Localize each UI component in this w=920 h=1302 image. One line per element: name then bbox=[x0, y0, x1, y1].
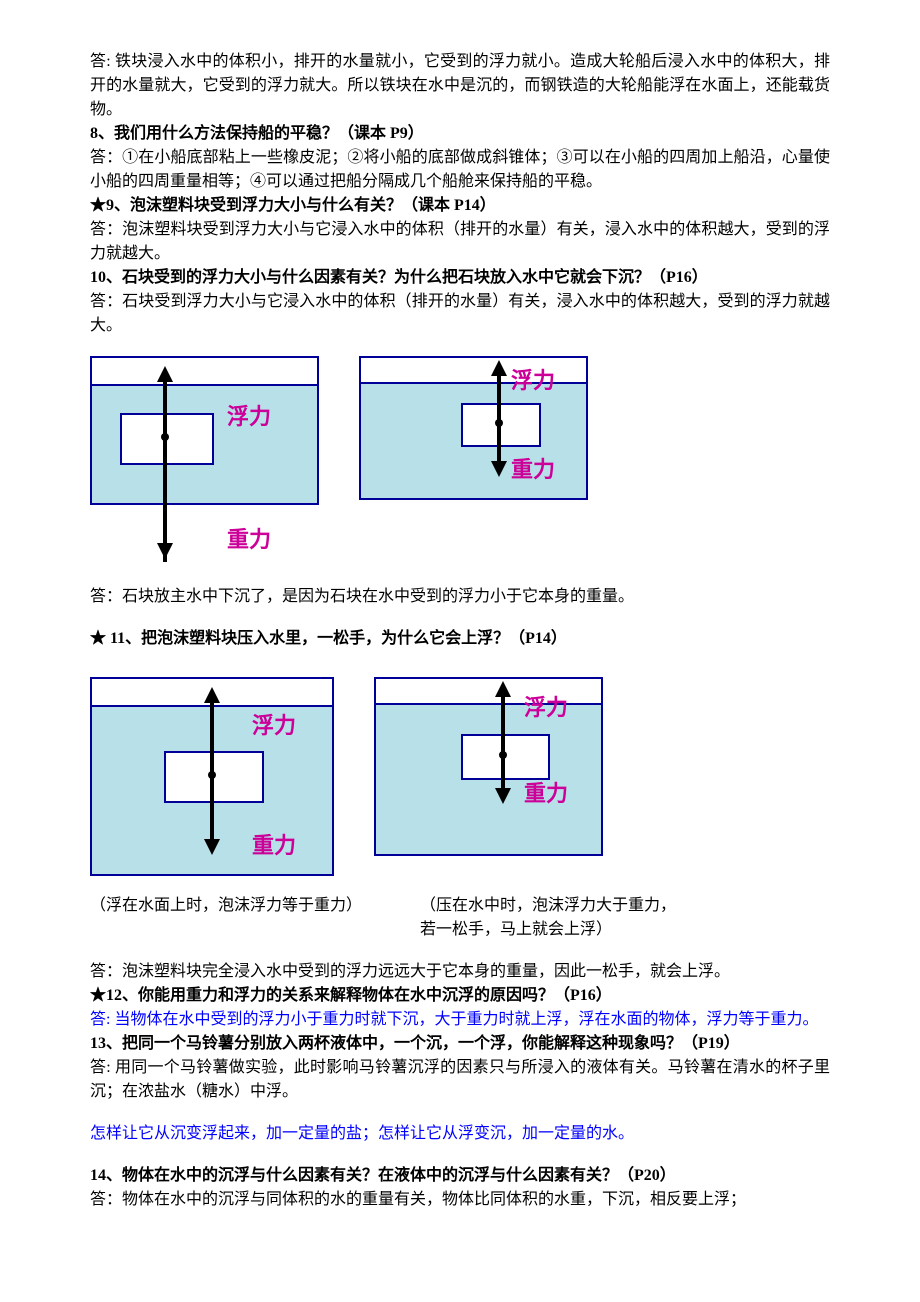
caption-right: （压在水中时，泡沫浮力大于重力， 若一松手，马上就会上浮） bbox=[420, 894, 676, 942]
q14-title: 14、物体在水中的沉浮与什么因素有关？在液体中的沉浮与什么因素有关？（P20） bbox=[90, 1164, 830, 1188]
spacer bbox=[90, 1104, 830, 1122]
arrow-up-icon bbox=[491, 360, 507, 376]
q10-conclusion: 答：石块放主水中下沉了，是因为石块在水中受到的浮力小于它本身的重量。 bbox=[90, 585, 830, 609]
center-dot bbox=[495, 419, 503, 427]
q11-title: ★ 11、把泡沫塑料块压入水里，一松手，为什么它会上浮？（P14） bbox=[90, 627, 830, 651]
arrow-down-icon bbox=[495, 788, 511, 804]
q13-extra: 怎样让它从沉变浮起来，加一定量的盐；怎样让它从浮变沉，加一定量的水。 bbox=[90, 1122, 830, 1146]
diagram-foam-floating: 浮力重力 bbox=[90, 677, 334, 876]
buoyancy-label: 浮力 bbox=[252, 709, 296, 742]
spacer bbox=[90, 1146, 830, 1164]
q10-title: 10、石块受到的浮力大小与什么因素有关？为什么把石块放入水中它就会下沉？（P16… bbox=[90, 266, 830, 290]
q12-answer: 答: 当物体在水中受到的浮力小于重力时就下沉，大于重力时就上浮，浮在水面的物体，… bbox=[90, 1008, 830, 1032]
water-surface bbox=[92, 384, 317, 386]
spacer bbox=[90, 609, 830, 627]
arrow-down-icon bbox=[204, 839, 220, 855]
diagram-stone-partial: 浮力重力 bbox=[359, 356, 588, 500]
buoyancy-label: 浮力 bbox=[511, 364, 555, 397]
center-dot bbox=[161, 433, 169, 441]
q8-title: 8、我们用什么方法保持船的平稳？（课本 P9） bbox=[90, 122, 830, 146]
gravity-label: 重力 bbox=[511, 453, 555, 486]
spacer bbox=[90, 651, 830, 659]
q11-answer: 答：泡沫塑料块完全浸入水中受到的浮力远远大于它本身的重量，因此一松手，就会上浮。 bbox=[90, 960, 830, 984]
arrow-down-icon bbox=[157, 543, 173, 559]
q7-answer: 答: 铁块浸入水中的体积小，排开的水量就小，它受到的浮力就小。造成大轮船后浸入水… bbox=[90, 50, 830, 122]
q9-answer: 答：泡沫塑料块受到浮力大小与它浸入水中的体积（排开的水量）有关，浸入水中的体积越… bbox=[90, 218, 830, 266]
arrow-up-icon bbox=[157, 366, 173, 382]
q8-answer: 答：①在小船底部粘上一些橡皮泥；②将小船的底部做成斜锥体；③可以在小船的四周加上… bbox=[90, 146, 830, 194]
center-dot bbox=[499, 751, 507, 759]
gravity-label: 重力 bbox=[524, 777, 568, 810]
arrow-down-icon bbox=[491, 461, 507, 477]
gravity-label: 重力 bbox=[252, 829, 296, 862]
q13-title: 13、把同一个马铃薯分别放入两杯液体中，一个沉，一个浮，你能解释这种现象吗？（P… bbox=[90, 1032, 830, 1056]
q10-answer: 答：石块受到浮力大小与它浸入水中的体积（排开的水量）有关，浸入水中的体积越大，受… bbox=[90, 290, 830, 338]
diagram-set-2: 浮力重力 浮力重力 bbox=[90, 677, 830, 876]
center-dot bbox=[208, 771, 216, 779]
diagram-stone-sinking: 浮力重力 bbox=[90, 356, 319, 505]
arrow-up-icon bbox=[495, 681, 511, 697]
diagram-foam-submerged: 浮力重力 bbox=[374, 677, 603, 856]
q9-title: ★9、泡沫塑料块受到浮力大小与什么有关？（课本 P14） bbox=[90, 194, 830, 218]
gravity-label: 重力 bbox=[227, 523, 271, 556]
caption-left: （浮在水面上时，泡沫浮力等于重力） bbox=[90, 894, 390, 942]
spacer bbox=[90, 942, 830, 960]
caption-right-line1: （压在水中时，泡沫浮力大于重力， bbox=[420, 897, 676, 914]
q13-answer: 答: 用同一个马铃薯做实验，此时影响马铃薯沉浮的因素只与所浸入的液体有关。马铃薯… bbox=[90, 1056, 830, 1104]
q12-title: ★12、你能用重力和浮力的关系来解释物体在水中沉浮的原因吗？（P16） bbox=[90, 984, 830, 1008]
buoyancy-arrow bbox=[210, 691, 214, 775]
buoyancy-label: 浮力 bbox=[524, 691, 568, 724]
caption-right-line2: 若一松手，马上就会上浮） bbox=[420, 921, 612, 938]
document-page: 答: 铁块浸入水中的体积小，排开的水量就小，它受到的浮力就小。造成大轮船后浸入水… bbox=[0, 0, 920, 1252]
buoyancy-label: 浮力 bbox=[227, 400, 271, 433]
q14-answer: 答：物体在水中的沉浮与同体积的水的重量有关，物体比同体积的水重，下沉，相反要上浮… bbox=[90, 1188, 830, 1212]
arrow-up-icon bbox=[204, 687, 220, 703]
caption-row: （浮在水面上时，泡沫浮力等于重力） （压在水中时，泡沫浮力大于重力， 若一松手，… bbox=[90, 894, 830, 942]
diagram-set-1: 浮力重力 浮力重力 bbox=[90, 356, 830, 505]
